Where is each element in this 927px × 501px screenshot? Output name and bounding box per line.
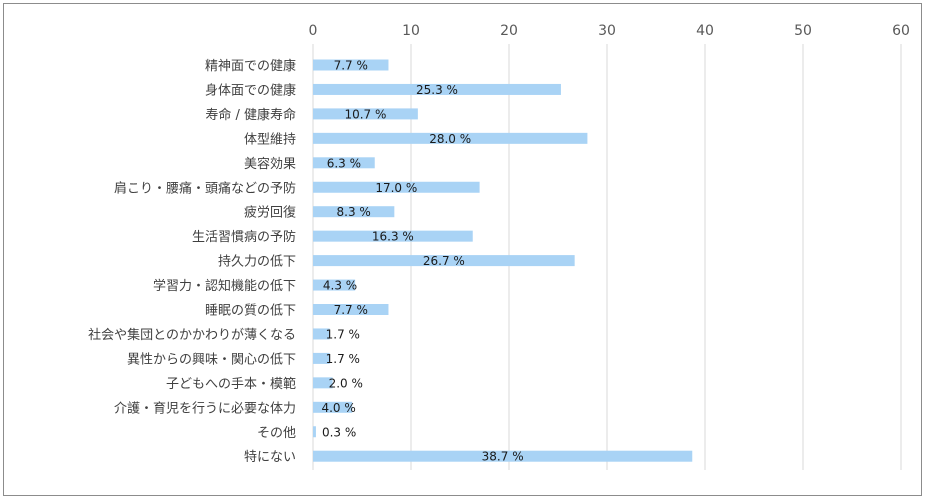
data-label: 10.7 % <box>344 107 386 121</box>
category-label: 疲労回復 <box>244 205 296 221</box>
bar <box>313 230 473 242</box>
data-label: 28.0 % <box>429 132 471 146</box>
x-tick-label: 60 <box>892 23 910 39</box>
x-axis-ticks: 0 10 20 30 40 50 60 <box>309 23 910 39</box>
category-label: 寿命 / 健康寿命 <box>205 107 296 123</box>
data-label: 7.7 % <box>334 303 368 317</box>
bar <box>313 377 333 389</box>
data-label: 25.3 % <box>416 83 458 97</box>
category-label: 体型維持 <box>244 132 296 147</box>
bar <box>313 401 353 413</box>
data-label: 4.3 % <box>323 279 357 293</box>
data-label: 0.3 % <box>322 425 356 439</box>
category-label: 肩こり・腰痛・頭痛などの予防 <box>114 180 296 196</box>
data-label: 8.3 % <box>337 205 371 219</box>
category-label: 美容効果 <box>244 156 296 172</box>
data-label: 1.7 % <box>326 327 360 341</box>
bar <box>313 279 356 291</box>
data-label: 2.0 % <box>329 376 363 390</box>
data-label: 26.7 % <box>423 254 465 268</box>
category-label: 精神面での健康 <box>205 58 296 74</box>
bar <box>313 304 389 315</box>
bar <box>313 157 375 169</box>
data-label: 6.3 % <box>327 156 361 170</box>
bar <box>313 108 418 120</box>
data-label: 4.0 % <box>321 401 355 415</box>
x-tick-label: 0 <box>309 23 318 39</box>
bar <box>313 352 330 364</box>
bar <box>313 83 561 95</box>
data-label: 1.7 % <box>326 352 360 366</box>
category-label: 異性からの興味・関心の低下 <box>127 352 296 367</box>
bar <box>313 255 575 267</box>
category-label: 学習力・認知機能の低下 <box>153 278 296 294</box>
category-label: 身体面での健康 <box>205 82 296 98</box>
category-label: その他 <box>257 426 296 441</box>
x-tick-label: 20 <box>500 23 518 39</box>
category-label: 持久力の低下 <box>218 255 296 270</box>
bar <box>313 206 395 218</box>
category-label: 特にない <box>244 450 296 465</box>
bar <box>313 328 330 340</box>
data-label: 38.7 % <box>482 450 524 464</box>
bars <box>313 59 693 462</box>
category-label: 生活習慣病の予防 <box>192 229 296 245</box>
data-label: 16.3 % <box>372 230 414 244</box>
x-tick-label: 30 <box>598 23 616 39</box>
data-label: 7.7 % <box>334 59 368 73</box>
category-label: 子どもへの手本・模範 <box>166 377 296 392</box>
data-label: 17.0 % <box>375 181 417 195</box>
data-labels: 7.7 %25.3 %10.7 %28.0 %6.3 %17.0 %8.3 %1… <box>321 59 523 464</box>
category-label: 睡眠の質の低下 <box>205 304 296 319</box>
x-tick-label: 10 <box>402 23 420 39</box>
bar <box>313 59 389 71</box>
bar <box>313 426 316 438</box>
bar <box>313 450 693 462</box>
x-tick-label: 50 <box>794 23 812 39</box>
category-label: 社会や集団とのかかわりが薄くなる <box>88 327 296 343</box>
x-tick-label: 40 <box>696 23 714 39</box>
bar <box>313 181 480 193</box>
bar <box>313 132 588 144</box>
category-label: 介護・育児を行うに必要な体力 <box>114 400 296 416</box>
